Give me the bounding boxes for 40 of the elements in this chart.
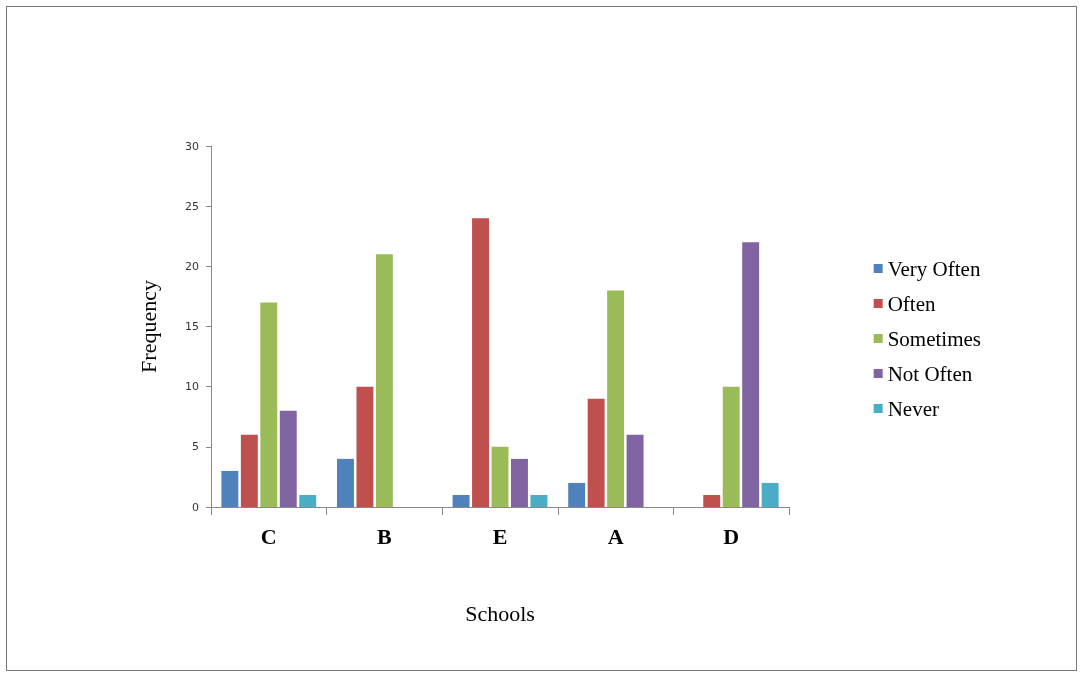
x-tick-label: C	[260, 523, 277, 549]
y-tick-label: 20	[185, 259, 199, 273]
y-tick-label: 25	[185, 199, 199, 213]
bar	[221, 470, 239, 507]
bar	[530, 494, 548, 507]
y-tick-label: 0	[192, 500, 199, 514]
bar	[742, 242, 760, 507]
y-tick-label: 10	[185, 380, 199, 394]
bar	[356, 386, 374, 507]
x-tick-label: D	[723, 523, 740, 549]
bar	[240, 434, 258, 507]
bar	[511, 458, 528, 507]
x-tick-label: A	[607, 523, 624, 549]
bar	[568, 482, 586, 507]
y-tick-label: 5	[192, 440, 199, 454]
bar	[761, 482, 779, 507]
bar	[375, 254, 393, 507]
bar	[279, 410, 297, 507]
bar	[299, 494, 317, 507]
y-tick-label: 30	[185, 139, 199, 153]
bar	[260, 302, 278, 507]
bar	[607, 290, 625, 507]
bar	[452, 494, 470, 507]
bar	[337, 458, 354, 507]
bar	[472, 218, 489, 507]
legend-label: Not Often	[887, 361, 973, 386]
legend-label: Sometimes	[887, 326, 982, 351]
y-tick-label: 15	[185, 320, 199, 333]
bar	[491, 446, 509, 507]
x-axis-title: Schools	[465, 600, 535, 626]
y-axis-title: Frequency	[135, 280, 161, 373]
legend-label: Very Often	[887, 256, 981, 281]
bar	[703, 494, 721, 507]
bar	[626, 434, 644, 507]
x-tick-label: E	[492, 523, 508, 549]
x-tick-label: B	[377, 523, 393, 549]
legend-label: Never	[887, 396, 939, 421]
bar	[587, 398, 605, 507]
legend-label: Often	[887, 291, 936, 316]
bar	[722, 386, 740, 507]
